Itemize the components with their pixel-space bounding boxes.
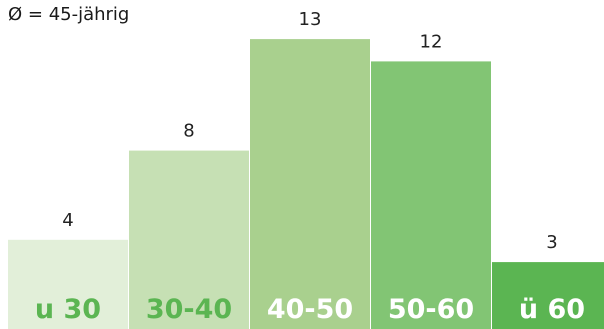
category-label-4: 50-60 (388, 294, 474, 325)
value-label-3: 13 (299, 9, 322, 30)
bar-4 (371, 61, 491, 329)
bar-1 (8, 239, 128, 329)
bar-3 (250, 39, 370, 329)
category-label-3: 40-50 (267, 294, 353, 325)
chart-subtitle: Ø = 45-jährig (8, 4, 130, 25)
bar-2 (129, 150, 249, 329)
bar-5 (492, 262, 604, 329)
value-label-4: 12 (420, 31, 443, 52)
value-label-1: 4 (62, 210, 73, 231)
value-label-5: 3 (546, 232, 557, 253)
category-label-2: 30-40 (146, 294, 232, 325)
category-label-1: u 30 (35, 294, 101, 325)
category-label-5: ü 60 (519, 294, 585, 325)
value-label-2: 8 (183, 121, 194, 142)
